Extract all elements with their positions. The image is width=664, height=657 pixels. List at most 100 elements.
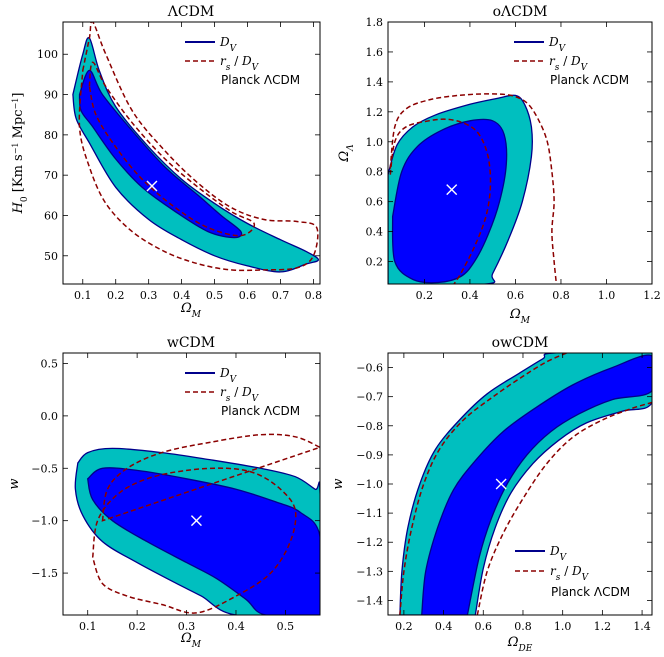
- y-tick-label: 0.0: [41, 410, 59, 423]
- x-tick-label: 0.8: [552, 289, 570, 302]
- legend: DV rs / DV Planck ΛCDM: [185, 35, 300, 87]
- x-tick-label: 0.6: [475, 620, 493, 633]
- x-tick-label: 0.2: [107, 289, 125, 302]
- x-tick-label: 0.1: [79, 620, 97, 633]
- planck-annotation: Planck ΛCDM: [221, 73, 300, 87]
- x-tick-label: 1.2: [643, 289, 661, 302]
- y-tick-label: 0.6: [366, 196, 384, 209]
- panel-owcdm: owCDM 0.2 0.4 0.6 0.8 1.0 1.2 1.4 −1.4 −1.3 −1.2…: [331, 335, 653, 654]
- y-tick-label: 70: [44, 169, 58, 182]
- y-ticks: 50 60 70 80 90 100: [37, 48, 320, 263]
- y-tick-label: −1.3: [356, 565, 383, 578]
- x-tick-label: 1.0: [554, 620, 572, 633]
- y-tick-label: 1.6: [366, 46, 384, 59]
- y-tick-label: 0.8: [366, 166, 384, 179]
- legend: DV rs / DV Planck ΛCDM: [185, 366, 300, 418]
- x-tick-label: 0.4: [173, 289, 191, 302]
- y-axis-label: ΩΛ: [337, 144, 356, 163]
- y-ticks: −1.5 −1.0 −0.5 0.0 0.5: [31, 357, 320, 580]
- x-tick-label: 0.5: [277, 620, 295, 633]
- x-tick-label: 0.3: [140, 289, 158, 302]
- x-axis-label: ΩM: [180, 631, 202, 650]
- y-axis-label: w: [7, 478, 22, 489]
- x-tick-label: 0.4: [227, 620, 245, 633]
- panel-lcdm: ΛCDM 0.1 0.2 0.3 0.4 0.5 0.6 0.7 0.8 50 60 70 80 90…: [11, 4, 323, 320]
- y-tick-label: −1.4: [356, 594, 383, 607]
- legend-label-rs: rs / DV: [220, 54, 260, 73]
- planck-marker: [446, 184, 458, 196]
- legend-label-dv: DV: [549, 544, 568, 563]
- y-tick-label: −0.8: [356, 420, 383, 433]
- inner-contour: [78, 69, 243, 239]
- panel-title: wCDM: [167, 335, 215, 351]
- y-tick-label: 0.5: [41, 357, 59, 370]
- x-axis-label: ΩM: [509, 307, 531, 326]
- legend-label-dv: DV: [548, 35, 567, 54]
- planck-marker: [495, 478, 507, 490]
- y-tick-label: 100: [37, 48, 58, 61]
- axes-frame: [387, 352, 653, 616]
- y-tick-label: 1.2: [366, 106, 384, 119]
- plot-area: [388, 93, 558, 284]
- y-tick-label: −1.1: [356, 507, 383, 520]
- marker-stroke: [446, 184, 458, 196]
- x-tick-label: 0.5: [206, 289, 224, 302]
- panel-wcdm: wCDM 0.1 0.2 0.3 0.4 0.5 −1.5−1.0−0.50.00.5 …: [7, 335, 321, 650]
- legend-label-rs: rs / DV: [549, 54, 589, 73]
- legend-label-rs: rs / DV: [550, 564, 590, 583]
- rs-outer-contour: [389, 93, 558, 284]
- rs-outer-contour: [399, 353, 567, 615]
- axes-frame: [62, 352, 321, 616]
- x-tick-label: 0.2: [416, 289, 434, 302]
- y-tick-label: 60: [44, 209, 58, 222]
- x-ticks: 0.1 0.2 0.3 0.4 0.5: [79, 353, 294, 633]
- planck-annotation: Planck ΛCDM: [551, 585, 630, 599]
- y-tick-label: −1.2: [356, 536, 383, 549]
- y-tick-label: 1.4: [366, 76, 384, 89]
- y-tick-label: 50: [44, 250, 58, 263]
- axes-frame: [62, 21, 321, 285]
- panel-title: ΛCDM: [167, 4, 214, 20]
- y-tick-label: −0.9: [356, 449, 383, 462]
- x-tick-label: 1.2: [594, 620, 612, 633]
- x-tick-label: 0.6: [239, 289, 257, 302]
- x-axis-label: ΩDE: [507, 635, 533, 654]
- x-ticks: 0.2 0.4 0.6 0.8 1.0 1.2 1.4: [395, 353, 651, 633]
- marker-stroke: [495, 478, 507, 490]
- inner-contour: [421, 354, 652, 615]
- inner-contour: [391, 118, 508, 284]
- x-tick-label: 0.7: [272, 289, 290, 302]
- rs-inner-contour: [88, 61, 256, 237]
- x-ticks: 0.1 0.2 0.3 0.4 0.5 0.6 0.7 0.8: [74, 22, 322, 302]
- y-tick-label: −1.0: [31, 515, 58, 528]
- y-tick-label: 0.4: [366, 226, 384, 239]
- x-tick-label: 1.4: [633, 620, 651, 633]
- y-tick-label: 90: [44, 89, 58, 102]
- rs-inner-contour: [476, 401, 652, 615]
- y-tick-label: 0.2: [366, 256, 384, 269]
- x-tick-label: 0.6: [507, 289, 525, 302]
- rs-outer-contour: [78, 22, 319, 272]
- y-tick-label: −0.5: [31, 462, 58, 475]
- x-tick-label: 0.1: [74, 289, 92, 302]
- x-tick-label: 0.3: [178, 620, 196, 633]
- panel-title: owCDM: [492, 335, 549, 351]
- panel-olcdm: oΛCDM 0.2 0.4 0.6 0.8 1.0 1.2 0.2 0.4 0.6 0.8 1.0…: [337, 4, 661, 326]
- legend-label-dv: DV: [219, 366, 238, 385]
- x-tick-label: 0.4: [461, 289, 479, 302]
- x-tick-label: 0.4: [435, 620, 453, 633]
- y-tick-label: −1.5: [31, 567, 58, 580]
- rs-inner-contour: [389, 118, 492, 284]
- plot-area: [72, 22, 320, 273]
- y-tick-label: −1.0: [356, 478, 383, 491]
- plot-area: [399, 353, 652, 615]
- rs-outer-contour: [101, 433, 320, 522]
- legend-label-rs: rs / DV: [220, 385, 260, 404]
- marker-stroke: [146, 180, 158, 192]
- y-tick-label: −0.6: [356, 362, 383, 375]
- planck-marker: [146, 180, 158, 192]
- marker-stroke: [190, 515, 202, 527]
- x-axis-label: ΩM: [180, 301, 202, 320]
- inner-contour: [86, 467, 320, 615]
